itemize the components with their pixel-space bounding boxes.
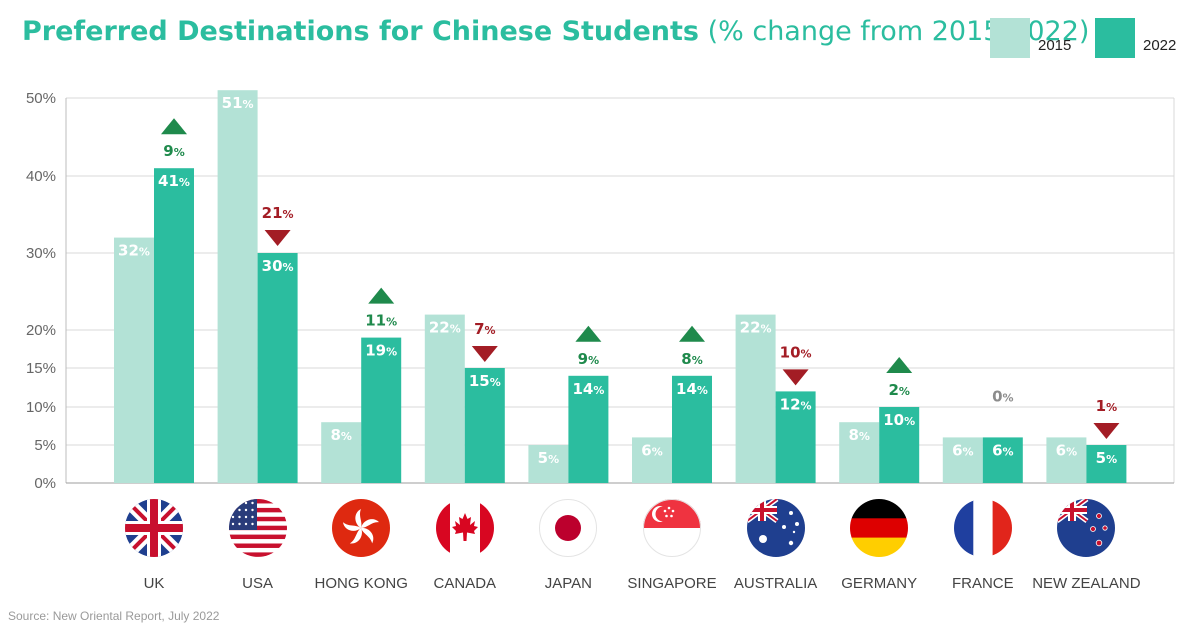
bar-new-zealand-2022 <box>1086 445 1127 483</box>
legend-swatch-2015 <box>990 18 1030 58</box>
bar-new-zealand-2015 <box>1046 437 1087 483</box>
canada-flag-icon <box>435 499 494 557</box>
y-tick-label-40: 40% <box>26 168 56 185</box>
bar-value-japan-2015: 5% <box>538 449 559 467</box>
bar-value-france-2015: 6% <box>952 441 973 459</box>
x-tick-label-japan: JAPAN <box>544 575 592 592</box>
change-arrow-up-hong-kong <box>368 287 395 304</box>
bar-value-usa-2022: 30% <box>262 257 294 275</box>
bar-germany-2015 <box>839 422 880 483</box>
bar-australia-2015 <box>735 314 776 483</box>
legend-swatch-2022 <box>1095 18 1135 58</box>
x-tick-label-singapore: SINGAPORE <box>627 575 717 592</box>
bar-france-2022 <box>982 437 1023 483</box>
bar-canada-2015 <box>424 314 465 483</box>
bar-germany-2022 <box>879 407 920 483</box>
japan-flag-icon <box>539 499 598 557</box>
y-tick-label-50: 50% <box>26 90 56 107</box>
bar-uk-2015 <box>114 237 154 483</box>
uk-flag-icon <box>125 499 183 557</box>
x-tick-label-france: FRANCE <box>951 575 1014 592</box>
bar-uk-2022 <box>154 168 194 483</box>
y-tick-label-10: 10% <box>26 399 56 416</box>
bar-value-new-zealand-2022: 5% <box>1096 449 1117 467</box>
france-flag-icon <box>953 499 1012 557</box>
bar-australia-2022 <box>775 391 816 483</box>
australia-flag-icon <box>746 499 805 557</box>
bar-value-germany-2015: 8% <box>848 426 869 444</box>
change-label-france: 0% <box>992 387 1013 405</box>
bar-japan-2015 <box>528 445 569 483</box>
change-label-uk: 9% <box>163 142 184 160</box>
bar-france-2015 <box>942 437 983 483</box>
y-tick-label-15: 15% <box>26 360 56 377</box>
change-arrow-up-singapore <box>679 325 705 342</box>
y-tick-label-20: 20% <box>26 322 56 339</box>
bar-value-singapore-2015: 6% <box>641 441 662 459</box>
y-tick-label-0: 0% <box>34 475 56 492</box>
change-label-australia: 10% <box>780 343 812 361</box>
singapore-flag-icon <box>643 499 701 557</box>
bar-value-hong-kong-2015: 8% <box>330 426 351 444</box>
x-tick-label-germany: GERMANY <box>841 575 918 592</box>
change-arrow-up-germany <box>886 357 913 373</box>
change-arrow-up-uk <box>161 118 187 135</box>
bar-canada-2022 <box>464 368 505 483</box>
change-arrow-down-canada <box>471 346 498 362</box>
change-arrow-down-usa <box>264 230 291 246</box>
x-tick-label-uk: UK <box>143 575 165 592</box>
legend-label-2015: 2015 <box>1038 37 1072 54</box>
bar-singapore-2022 <box>672 375 712 483</box>
change-arrow-down-australia <box>782 369 809 386</box>
bar-value-australia-2022: 12% <box>780 395 812 413</box>
bar-value-singapore-2022: 14% <box>676 380 708 398</box>
change-label-germany: 2% <box>888 381 909 399</box>
x-tick-label-usa: USA <box>242 575 274 592</box>
change-label-singapore: 8% <box>681 350 702 368</box>
bar-value-new-zealand-2015: 6% <box>1056 441 1077 459</box>
bar-usa-2022 <box>257 253 298 483</box>
bar-value-uk-2015: 32% <box>118 242 150 260</box>
x-tick-label-canada: CANADA <box>433 575 497 592</box>
legend-label-2022: 2022 <box>1143 37 1177 54</box>
change-arrow-up-japan <box>575 325 602 342</box>
change-label-new-zealand: 1% <box>1096 397 1117 415</box>
bar-value-germany-2022: 10% <box>883 411 915 429</box>
bar-value-canada-2022: 15% <box>469 372 501 390</box>
change-label-japan: 9% <box>578 350 599 368</box>
bar-value-hong-kong-2022: 19% <box>365 342 397 360</box>
change-label-canada: 7% <box>474 320 495 338</box>
bar-japan-2022 <box>568 375 609 483</box>
bar-value-france-2022: 6% <box>992 441 1013 459</box>
germany-flag-icon <box>850 499 909 557</box>
y-tick-label-5: 5% <box>34 437 56 454</box>
bar-value-australia-2015: 22% <box>740 319 772 337</box>
x-tick-label-hong-kong: HONG KONG <box>314 575 408 592</box>
change-arrow-down-new-zealand <box>1093 423 1120 439</box>
x-tick-label-australia: AUSTRALIA <box>733 575 818 592</box>
chart-title-main: Preferred Destinations for Chinese Stude… <box>22 16 699 47</box>
bar-value-uk-2022: 41% <box>158 172 190 190</box>
x-tick-label-new-zealand: NEW ZEALAND <box>1032 575 1141 592</box>
source-note: Source: New Oriental Report, July 2022 <box>8 609 220 623</box>
bar-value-canada-2015: 22% <box>429 319 461 337</box>
bar-value-japan-2022: 14% <box>572 380 604 398</box>
bar-singapore-2015 <box>632 437 672 483</box>
hong-kong-flag-icon <box>332 499 391 557</box>
change-label-hong-kong: 11% <box>365 312 397 330</box>
y-tick-label-30: 30% <box>26 245 56 262</box>
bar-hong-kong-2015 <box>321 422 362 483</box>
change-label-usa: 21% <box>262 204 294 222</box>
bar-hong-kong-2022 <box>361 337 402 483</box>
bar-usa-2015 <box>217 90 258 483</box>
new-zealand-flag-icon <box>1057 499 1116 557</box>
usa-flag-icon <box>228 499 287 557</box>
bar-value-usa-2015: 51% <box>222 94 254 112</box>
